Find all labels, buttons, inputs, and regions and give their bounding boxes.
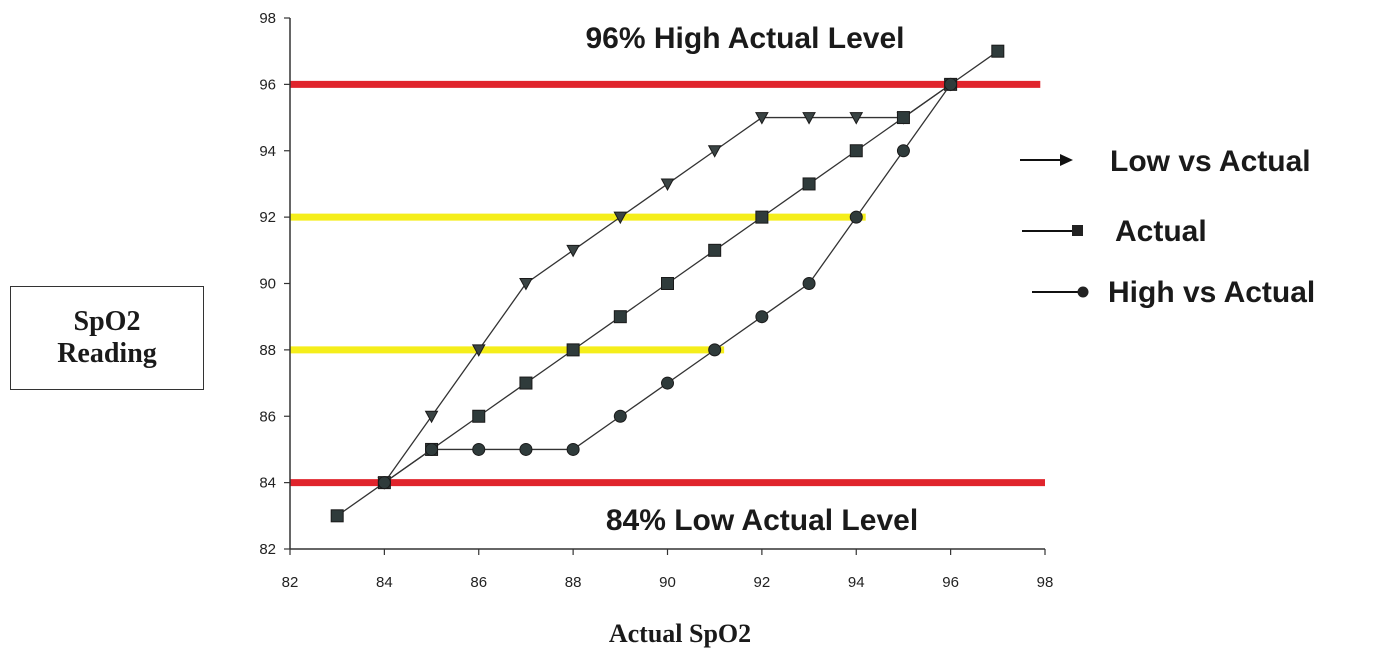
x-tick-label: 96 bbox=[942, 574, 959, 591]
y-tick-label: 82 bbox=[259, 541, 276, 558]
data-point-square bbox=[661, 277, 674, 290]
x-tick-label: 82 bbox=[282, 574, 299, 591]
data-point-circle bbox=[944, 77, 958, 91]
data-point-circle bbox=[613, 409, 627, 423]
y-tick-label: 86 bbox=[259, 408, 276, 425]
data-point-circle bbox=[425, 442, 439, 456]
data-point-square bbox=[330, 509, 344, 523]
series-low-vs-actual bbox=[377, 78, 958, 490]
data-point-triangle bbox=[424, 410, 439, 424]
square-marker-icon bbox=[1072, 225, 1083, 236]
legend-label-high-vs-actual: High vs Actual bbox=[1108, 276, 1315, 309]
data-point-circle bbox=[896, 144, 910, 158]
y-axis-title-box: SpO2 Reading bbox=[10, 286, 204, 390]
data-point-square bbox=[849, 144, 863, 158]
data-point-triangle bbox=[519, 278, 533, 291]
data-point-square bbox=[991, 44, 1005, 58]
legend-label-low-vs-actual: Low vs Actual bbox=[1110, 145, 1311, 178]
data-point-circle bbox=[519, 442, 533, 456]
y-axis-title: SpO2 Reading bbox=[57, 306, 157, 369]
low-level-annotation: 84% Low Actual Level bbox=[606, 504, 918, 537]
reference-lines bbox=[290, 80, 1045, 487]
data-point-triangle bbox=[471, 344, 486, 357]
high-level-annotation: 96% High Actual Level bbox=[586, 22, 905, 55]
data-point-triangle bbox=[566, 244, 580, 258]
data-point-circle bbox=[755, 310, 769, 324]
y-tick-label: 84 bbox=[259, 475, 276, 492]
x-tick-label: 90 bbox=[659, 574, 676, 591]
legend-label-actual: Actual bbox=[1115, 215, 1207, 248]
data-point-square bbox=[519, 376, 533, 390]
x-tick-label: 98 bbox=[1037, 574, 1054, 591]
y-tick-label: 88 bbox=[259, 342, 276, 359]
y-tick-label: 92 bbox=[259, 209, 276, 226]
data-point-square bbox=[708, 243, 722, 257]
data-point-square bbox=[566, 343, 580, 357]
data-point-square bbox=[613, 310, 627, 324]
data-point-circle bbox=[802, 277, 816, 290]
data-point-square bbox=[896, 111, 910, 125]
series-high-vs-actual bbox=[377, 77, 958, 490]
data-point-square bbox=[755, 210, 769, 224]
legend-item-low-vs-actual: Low vs Actual bbox=[1020, 145, 1311, 178]
data-point-circle bbox=[708, 343, 722, 357]
x-axis-title: Actual SpO2 bbox=[609, 619, 751, 648]
x-tick-label: 94 bbox=[848, 574, 865, 591]
data-point-circle bbox=[661, 376, 674, 390]
y-tick-label: 90 bbox=[259, 276, 276, 293]
data-point-triangle bbox=[660, 178, 675, 191]
x-tick-label: 92 bbox=[754, 574, 771, 591]
y-tick-label: 94 bbox=[259, 143, 276, 160]
data-point-triangle bbox=[802, 112, 816, 125]
arrow-icon bbox=[1060, 154, 1073, 166]
legend-item-actual: Actual bbox=[1022, 215, 1207, 248]
data-point-circle bbox=[472, 442, 486, 456]
ticks: 82 84 86 88 90 92 94 96 98 82 84 86 88 90 92 94 96 98 bbox=[259, 10, 1053, 591]
data-point-triangle bbox=[707, 145, 722, 158]
legend: Low vs Actual Actual High vs Actual bbox=[1020, 145, 1315, 309]
legend-item-high-vs-actual: High vs Actual bbox=[1032, 276, 1315, 309]
series bbox=[330, 44, 1005, 523]
y-tick-label: 96 bbox=[259, 76, 276, 93]
data-point-square bbox=[472, 409, 486, 423]
data-point-circle bbox=[377, 476, 391, 490]
x-tick-label: 84 bbox=[376, 574, 393, 591]
data-point-square bbox=[802, 177, 816, 191]
circle-marker-icon bbox=[1077, 286, 1089, 298]
x-tick-label: 88 bbox=[565, 574, 582, 591]
data-point-circle bbox=[566, 442, 580, 456]
y-tick-label: 98 bbox=[259, 10, 276, 27]
data-point-triangle bbox=[613, 211, 628, 225]
data-point-triangle bbox=[755, 112, 769, 125]
data-point-circle bbox=[849, 210, 863, 224]
data-point-triangle bbox=[849, 112, 864, 125]
x-tick-label: 86 bbox=[470, 574, 487, 591]
